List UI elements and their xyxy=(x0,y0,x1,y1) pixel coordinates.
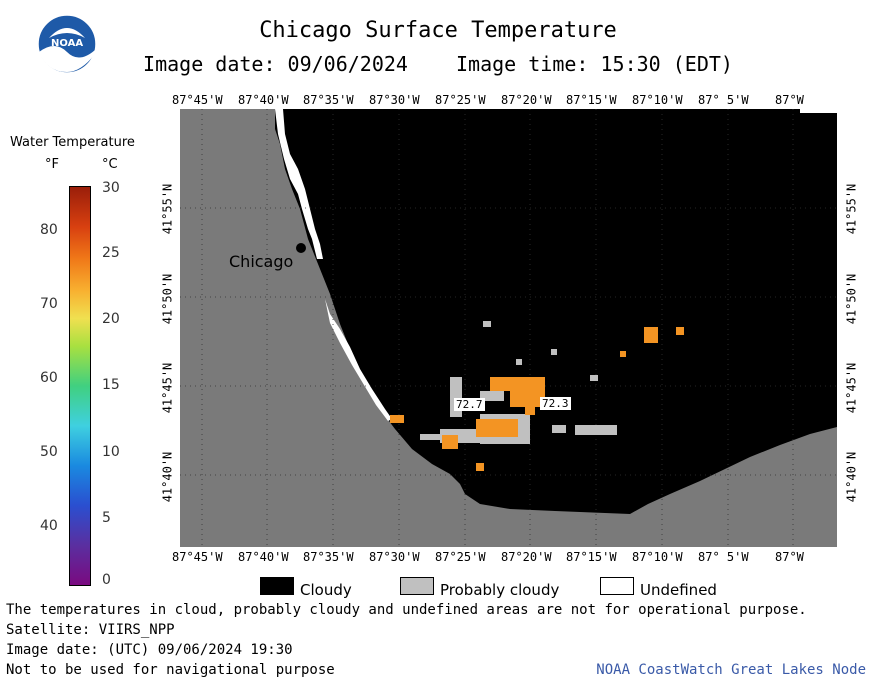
land-area xyxy=(180,109,837,547)
lat-label: 41°55'N xyxy=(844,183,859,235)
legend-swatch-undefined xyxy=(600,577,634,595)
lon-label: 87°10'W xyxy=(632,550,683,564)
city-marker xyxy=(296,243,306,253)
lon-label: 87°30'W xyxy=(369,93,420,107)
c-tick: 25 xyxy=(102,245,120,261)
lon-label: 87°20'W xyxy=(501,93,552,107)
lon-label: 87°25'W xyxy=(435,93,486,107)
lon-label: 87°W xyxy=(775,550,804,564)
lat-label: 41°40'N xyxy=(844,451,859,503)
c-tick: 30 xyxy=(102,180,120,196)
lon-label: 87°15'W xyxy=(566,550,617,564)
f-tick: 60 xyxy=(40,370,58,386)
footer-navigation-warning: Not to be used for navigational purpose xyxy=(6,662,335,678)
lon-label: 87°40'W xyxy=(238,550,289,564)
footer-satellite: Satellite: VIIRS_NPP xyxy=(6,622,175,638)
logo-text: NOAA xyxy=(51,38,84,49)
footer-utc-date: Image date: (UTC) 09/06/2024 19:30 xyxy=(6,642,293,658)
lon-label: 87°35'W xyxy=(303,550,354,564)
temp-label: 72.3 xyxy=(540,397,571,410)
c-tick: 20 xyxy=(102,311,120,327)
lat-label: 41°50'N xyxy=(844,273,859,325)
noaa-logo-icon: NOAA xyxy=(37,14,97,74)
image-date: Image date: 09/06/2024 xyxy=(143,52,408,76)
c-tick: 10 xyxy=(102,444,120,460)
legend-label-probably-cloudy: Probably cloudy xyxy=(440,581,560,599)
footer-disclaimer: The temperatures in cloud, probably clou… xyxy=(6,602,807,618)
lon-label: 87°45'W xyxy=(172,550,223,564)
c-tick: 0 xyxy=(102,572,111,588)
c-tick: 5 xyxy=(102,510,111,526)
undefined-area xyxy=(275,109,323,259)
lon-label: 87°15'W xyxy=(566,93,617,107)
lon-label: 87° 5'W xyxy=(698,93,749,107)
graticule xyxy=(180,109,837,547)
colorbar-title: Water Temperature xyxy=(10,135,135,150)
f-tick: 40 xyxy=(40,518,58,534)
city-label-chicago: Chicago xyxy=(229,252,294,271)
lat-label: 41°55'N xyxy=(160,183,175,235)
lon-label: 87°30'W xyxy=(369,550,420,564)
lon-label: 87°W xyxy=(775,93,804,107)
lon-label: 87°20'W xyxy=(501,550,552,564)
temp-label: 72.7 xyxy=(454,398,485,411)
unit-fahrenheit: °F xyxy=(45,157,59,172)
legend-swatch-probably-cloudy xyxy=(400,577,434,595)
lon-label: 87°35'W xyxy=(303,93,354,107)
image-time: Image time: 15:30 (EDT) xyxy=(456,52,733,76)
warm-water-pixels xyxy=(390,327,684,471)
lat-label: 41°50'N xyxy=(160,273,175,325)
lat-label: 41°45'N xyxy=(160,362,175,414)
undefined-area xyxy=(800,109,837,113)
lat-label: 41°45'N xyxy=(844,362,859,414)
footer-credit: NOAA CoastWatch Great Lakes Node xyxy=(596,662,866,678)
legend-swatch-cloudy xyxy=(260,577,294,595)
legend-label-cloudy: Cloudy xyxy=(300,581,352,599)
f-tick: 80 xyxy=(40,222,58,238)
f-tick: 50 xyxy=(40,444,58,460)
lon-label: 87°40'W xyxy=(238,93,289,107)
lon-label: 87° 5'W xyxy=(698,550,749,564)
f-tick: 70 xyxy=(40,296,58,312)
lon-label: 87°45'W xyxy=(172,93,223,107)
unit-celsius: °C xyxy=(102,157,118,172)
lon-label: 87°25'W xyxy=(435,550,486,564)
temperature-colorbar xyxy=(69,186,91,586)
lon-label: 87°10'W xyxy=(632,93,683,107)
legend-label-undefined: Undefined xyxy=(640,581,717,599)
image-datetime: Image date: 09/06/2024 Image time: 15:30… xyxy=(0,52,876,76)
c-tick: 15 xyxy=(102,377,120,393)
map-title: Chicago Surface Temperature xyxy=(259,18,617,43)
lat-label: 41°40'N xyxy=(160,451,175,503)
temperature-map xyxy=(180,109,837,547)
